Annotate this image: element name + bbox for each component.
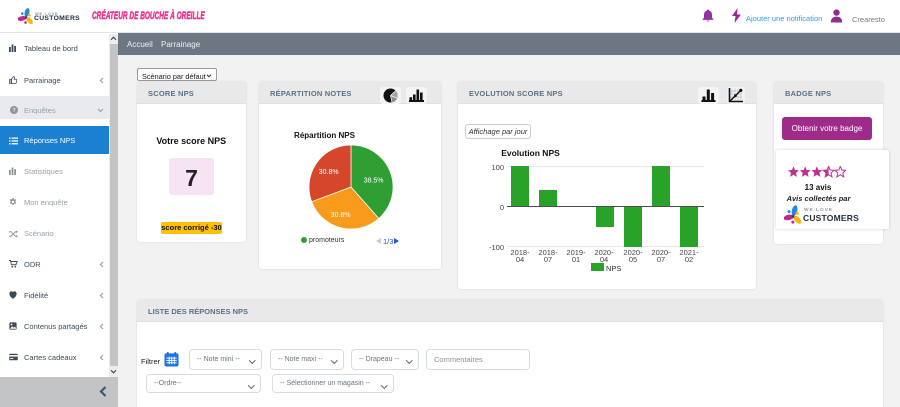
- svg-text:?: ?: [12, 108, 16, 114]
- svg-text:38.5%: 38.5%: [364, 178, 384, 185]
- svg-text:30.8%: 30.8%: [319, 169, 339, 176]
- svg-text:30.8%: 30.8%: [331, 212, 351, 219]
